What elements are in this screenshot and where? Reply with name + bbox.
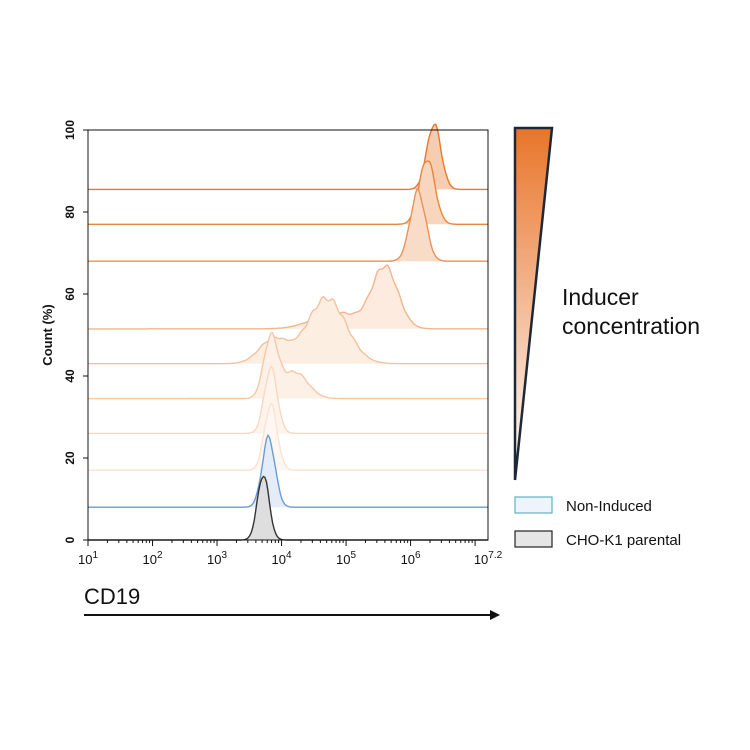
y-tick-label: 40	[63, 369, 77, 383]
annotation-line-1: Inducer	[562, 284, 639, 310]
histogram-line-dose_7	[88, 160, 488, 225]
histogram-fill-dose_4	[88, 296, 488, 364]
histogram-fill-non_induced	[88, 435, 488, 508]
y-tick-label: 0	[63, 536, 77, 543]
legend: Non-Induced CHO-K1 parental	[514, 496, 681, 549]
histogram-line-dose_6	[88, 187, 488, 262]
histogram-fill-dose_1	[88, 403, 488, 471]
plot-frame	[87, 129, 489, 541]
histogram-curves	[88, 123, 488, 541]
y-tick-label: 80	[63, 205, 77, 219]
histogram-line-dose_4	[88, 295, 488, 365]
histogram-line-dose_2	[88, 365, 488, 435]
histogram-line-non_induced	[88, 433, 488, 508]
legend-swatch-parental	[514, 530, 553, 548]
x-axis: 101 102 103 104 105 106 107.2	[78, 540, 503, 567]
inducer-gradient-triangle	[513, 126, 554, 481]
y-axis-label: Count (%)	[40, 304, 55, 365]
y-tick-label: 100	[63, 120, 77, 140]
x-tick-label: 106	[401, 550, 421, 567]
x-tick-label: 105	[336, 550, 356, 567]
x-axis-arrow-head	[490, 610, 500, 620]
histogram-fill-parental	[88, 476, 488, 540]
legend-label-parental: CHO-K1 parental	[566, 532, 681, 549]
x-tick-label: 103	[207, 550, 227, 567]
annotation-line-2: concentration	[562, 313, 700, 339]
y-tick-label: 20	[63, 451, 77, 465]
x-tick-label: 101	[78, 550, 98, 567]
histogram-fill-dose_3	[88, 332, 488, 399]
x-tick-label: 102	[143, 550, 163, 567]
histogram-line-parental	[88, 475, 488, 541]
histogram-line-dose_5	[88, 264, 488, 330]
histogram-fill-dose_8	[88, 124, 488, 190]
legend-label-non-induced: Non-Induced	[566, 498, 652, 515]
histogram-fill-dose_5	[88, 265, 488, 329]
histogram-line-dose_1	[88, 402, 488, 471]
y-tick-label: 60	[63, 287, 77, 301]
legend-swatch-non-induced	[514, 496, 553, 514]
x-axis-label: CD19	[84, 584, 140, 609]
y-axis: 0 20 40 60 80 100	[63, 120, 88, 543]
histogram-line-dose_3	[88, 332, 488, 400]
histogram-fill-dose_7	[88, 161, 488, 225]
x-tick-label: 104	[272, 550, 292, 567]
x-tick-label: 107.2	[474, 550, 503, 567]
